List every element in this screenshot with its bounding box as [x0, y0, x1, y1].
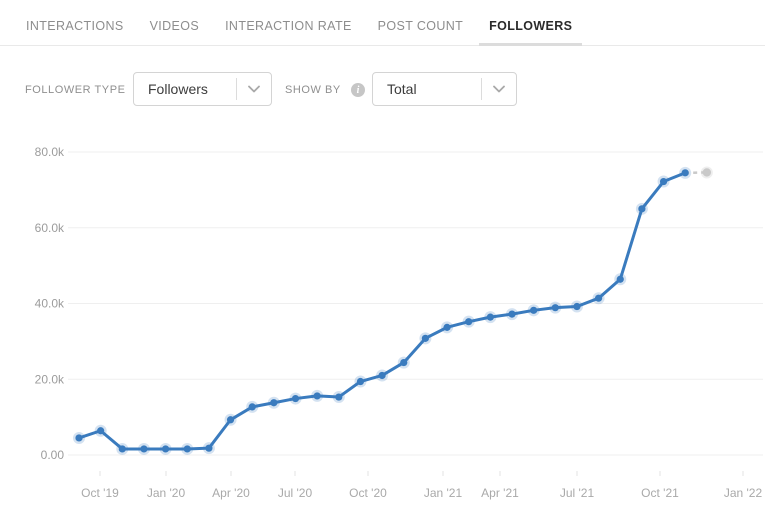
- svg-text:Jan '21: Jan '21: [424, 486, 463, 500]
- svg-text:Apr '21: Apr '21: [481, 486, 519, 500]
- data-point[interactable]: [443, 323, 451, 331]
- data-point[interactable]: [595, 294, 603, 302]
- tab-post-count[interactable]: POST COUNT: [377, 18, 464, 33]
- svg-text:20.0k: 20.0k: [35, 372, 65, 386]
- tab-followers[interactable]: FOLLOWERS: [479, 13, 583, 46]
- svg-text:Jul '20: Jul '20: [278, 486, 313, 500]
- dropdown-divider: [481, 78, 482, 100]
- follower-type-label: FOLLOWER TYPE: [25, 84, 126, 96]
- data-point[interactable]: [226, 416, 235, 424]
- data-point[interactable]: [183, 445, 191, 453]
- data-point[interactable]: [140, 445, 148, 453]
- data-point[interactable]: [616, 275, 624, 283]
- y-axis-labels: 80.0k 60.0k 40.0k 20.0k 0.00: [35, 145, 65, 462]
- chevron-down-icon: [237, 85, 271, 93]
- data-point[interactable]: [659, 177, 668, 186]
- svg-text:Jul '21: Jul '21: [560, 486, 595, 500]
- tab-interaction-rate[interactable]: INTERACTION RATE: [225, 18, 352, 33]
- projected-point[interactable]: [702, 168, 712, 177]
- data-point[interactable]: [270, 399, 278, 407]
- data-point[interactable]: [313, 392, 321, 400]
- data-point[interactable]: [75, 434, 83, 442]
- data-point[interactable]: [205, 444, 213, 452]
- svg-text:Oct '21: Oct '21: [641, 486, 679, 500]
- svg-text:Jan '22: Jan '22: [724, 486, 763, 500]
- svg-text:Apr '20: Apr '20: [212, 486, 250, 500]
- data-point[interactable]: [97, 427, 105, 435]
- data-point[interactable]: [335, 393, 343, 401]
- followers-line-chart[interactable]: 80.0k 60.0k 40.0k 20.0k 0.00 Oct '19 Jan '20 Ap…: [0, 130, 765, 515]
- svg-text:Oct '20: Oct '20: [349, 486, 387, 500]
- data-point[interactable]: [400, 358, 408, 367]
- data-point[interactable]: [638, 205, 646, 213]
- info-icon[interactable]: i: [351, 83, 365, 97]
- svg-text:40.0k: 40.0k: [35, 297, 65, 311]
- data-point[interactable]: [681, 169, 689, 177]
- data-point[interactable]: [378, 371, 386, 380]
- svg-text:60.0k: 60.0k: [35, 221, 65, 235]
- data-point[interactable]: [486, 313, 494, 321]
- tab-bar: INTERACTIONS VIDEOS INTERACTION RATE POS…: [0, 0, 765, 46]
- data-point[interactable]: [248, 403, 256, 411]
- show-by-value: Total: [387, 81, 417, 97]
- data-point[interactable]: [465, 318, 473, 326]
- data-points: [75, 168, 712, 453]
- dropdown-divider: [236, 78, 237, 100]
- show-by-label: SHOW BY: [285, 84, 341, 96]
- y-gridlines: [68, 151, 763, 456]
- svg-text:Jan '20: Jan '20: [147, 486, 186, 500]
- data-point[interactable]: [421, 334, 429, 342]
- data-point[interactable]: [291, 394, 300, 403]
- tab-videos[interactable]: VIDEOS: [149, 18, 200, 33]
- data-point[interactable]: [118, 445, 126, 453]
- data-point[interactable]: [551, 304, 559, 312]
- data-point[interactable]: [162, 445, 170, 453]
- chevron-down-icon: [482, 85, 516, 93]
- svg-text:80.0k: 80.0k: [35, 145, 65, 159]
- svg-text:0.00: 0.00: [41, 448, 65, 462]
- data-point[interactable]: [356, 377, 365, 386]
- data-point[interactable]: [530, 306, 538, 314]
- data-point[interactable]: [508, 310, 516, 318]
- follower-type-value: Followers: [148, 81, 208, 97]
- data-point[interactable]: [573, 302, 581, 311]
- point-halos: [73, 166, 713, 455]
- followers-line: [77, 171, 687, 451]
- svg-text:Oct '19: Oct '19: [81, 486, 119, 500]
- show-by-select[interactable]: Total: [372, 72, 517, 106]
- follower-type-select[interactable]: Followers: [133, 72, 272, 106]
- x-axis-labels: Oct '19 Jan '20 Apr '20 Jul '20 Oct '20 Jan '…: [81, 471, 762, 500]
- tab-interactions[interactable]: INTERACTIONS: [26, 18, 124, 33]
